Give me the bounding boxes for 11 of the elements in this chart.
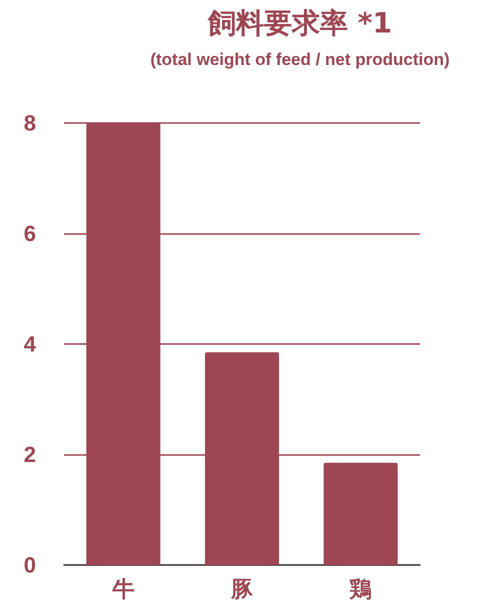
y-tick-label: 8 xyxy=(24,110,36,136)
y-tick-label: 0 xyxy=(24,552,36,578)
y-tick-label: 4 xyxy=(24,332,37,356)
x-tick-label: 牛 xyxy=(111,578,134,602)
y-tick-label: 2 xyxy=(24,442,36,467)
x-tick-label: 豚 xyxy=(230,578,254,602)
bar xyxy=(324,462,398,565)
y-tick-label: 6 xyxy=(24,221,36,246)
x-tick-label: 鶏 xyxy=(348,578,372,602)
chart-subtitle: (total weight of feed / net production) xyxy=(150,50,450,69)
chart-title: 飼料要求率 *1 xyxy=(207,6,392,40)
